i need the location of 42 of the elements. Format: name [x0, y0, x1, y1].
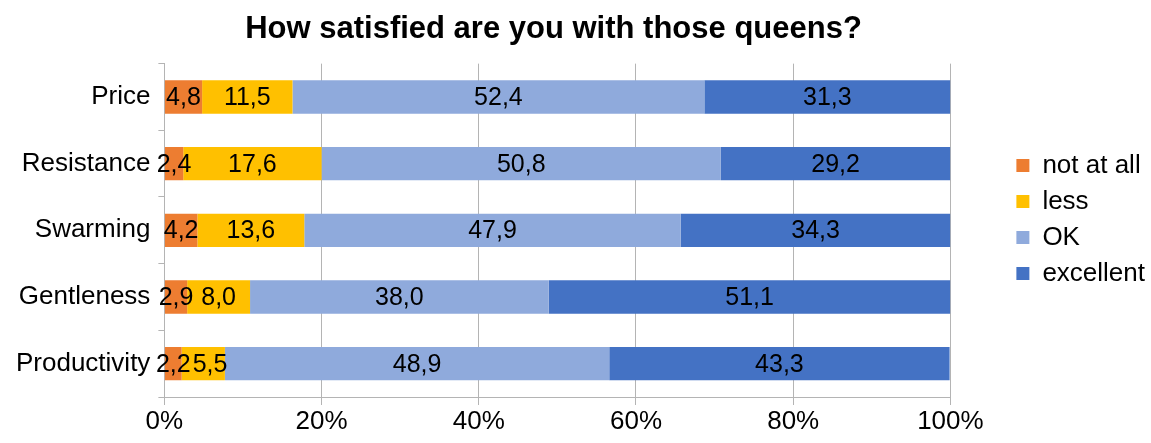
legend-label: less — [1042, 184, 1089, 215]
data-label: 11,5 — [223, 81, 271, 110]
bar — [292, 80, 705, 114]
bar — [720, 146, 951, 181]
data-label: 4,8 — [166, 81, 201, 110]
y-tick-label: Swarming — [34, 213, 151, 244]
data-label: 51,1 — [725, 281, 774, 310]
bar — [304, 213, 681, 247]
bar — [704, 80, 951, 114]
bar — [321, 146, 721, 181]
legend-label: OK — [1042, 220, 1081, 251]
x-tick-label: 20% — [295, 405, 348, 436]
data-label: 38,0 — [375, 281, 424, 310]
data-label: 48,9 — [392, 348, 442, 377]
data-label: 4,2 — [163, 215, 199, 244]
data-label: 50,8 — [496, 148, 546, 177]
legend-label: not at all — [1042, 148, 1141, 179]
x-tick-label: 40% — [452, 405, 505, 436]
data-label: 47,9 — [468, 215, 517, 244]
x-tick-label: 0% — [145, 405, 184, 436]
data-label: 31,3 — [803, 81, 852, 110]
bar — [548, 280, 951, 314]
data-label: 34,3 — [791, 215, 840, 244]
data-label: 13,6 — [226, 215, 276, 244]
chart-title: How satisfied are you with those queens? — [245, 10, 862, 46]
y-tick-label: Price — [91, 80, 151, 111]
y-tick-label: Gentleness — [18, 280, 151, 311]
data-label: 52,4 — [474, 81, 523, 110]
x-tick-label: 60% — [609, 405, 663, 436]
data-label: 29,2 — [811, 148, 860, 177]
data-label: 8,0 — [201, 281, 236, 310]
bar — [202, 80, 293, 114]
bar — [609, 347, 950, 381]
bar — [250, 280, 549, 314]
data-label: 17,6 — [228, 148, 277, 177]
x-tick-label: 80% — [767, 405, 820, 436]
bar — [680, 213, 951, 247]
x-tick-label: 100% — [917, 405, 984, 436]
y-tick-label: Productivity — [15, 346, 151, 377]
y-tick-label: Resistance — [21, 146, 151, 177]
legend-label: excellent — [1042, 256, 1146, 287]
data-label: 43,3 — [755, 348, 804, 377]
